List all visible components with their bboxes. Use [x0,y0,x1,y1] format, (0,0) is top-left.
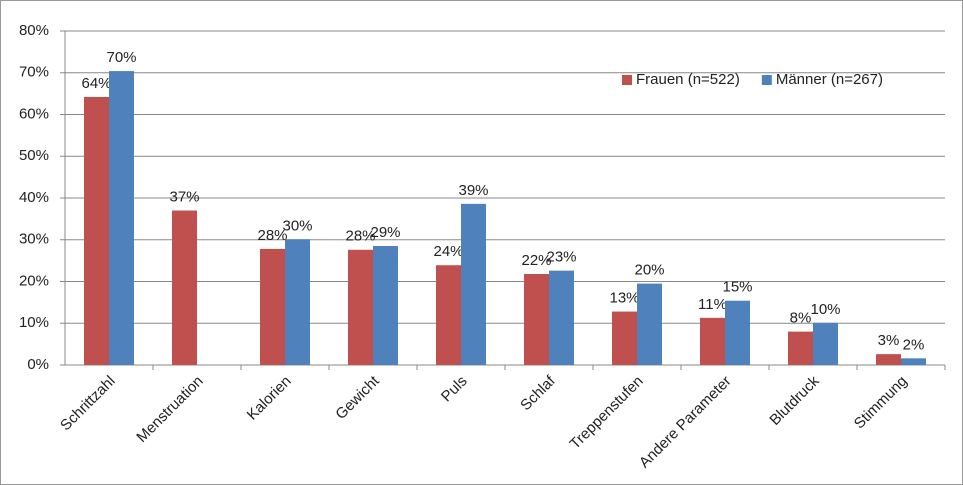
data-label: 30% [282,217,312,234]
legend-swatch [622,75,632,85]
bar [109,71,134,365]
bar [788,331,813,365]
bar [348,249,373,365]
bar [260,248,285,365]
legend-label: Frauen (n=522) [636,71,740,88]
data-label: 23% [546,249,576,266]
bar [901,358,926,365]
data-label: 28% [345,228,375,245]
data-label: 64% [81,75,111,92]
data-label: 22% [521,252,551,269]
bar [876,354,901,365]
bar [549,270,574,365]
y-tick-label: 60% [19,105,49,122]
y-tick-label: 30% [19,231,49,248]
data-label: 70% [106,49,136,66]
data-label: 10% [810,301,840,318]
bar [637,283,662,365]
data-label: 20% [634,262,664,279]
data-label: 11% [698,296,727,313]
data-label: 28% [257,227,287,244]
bar [84,96,109,365]
bar [461,203,486,365]
legend-label: Männer (n=267) [776,71,883,88]
bar [285,239,310,365]
bar [813,322,838,365]
y-tick-label: 20% [19,272,49,289]
bar [612,311,637,365]
bar [725,300,750,365]
data-label: 15% [722,279,752,296]
data-label: 8% [790,310,812,327]
data-label: 29% [370,224,400,241]
bar [436,265,461,365]
legend-swatch [761,75,772,85]
bar [700,317,725,365]
data-label: 3% [878,332,900,349]
y-tick-label: 80% [19,22,49,39]
bar [373,246,398,365]
y-tick-label: 40% [19,189,49,206]
data-label: 24% [433,243,463,260]
bar [524,273,549,365]
y-tick-label: 70% [19,64,49,81]
y-tick-label: 0% [27,356,49,373]
data-label: 37% [169,188,199,205]
y-tick-label: 10% [19,314,49,331]
data-label: 2% [903,336,925,353]
bar [172,210,197,365]
data-label: 39% [458,182,488,199]
data-label: 13% [609,290,639,307]
y-tick-label: 50% [19,147,49,164]
